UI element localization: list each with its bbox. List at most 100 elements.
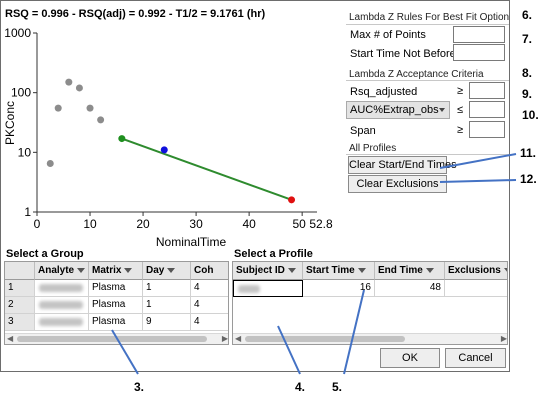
filter-icon[interactable] — [167, 267, 176, 273]
col-header-exclusions[interactable]: Exclusions — [445, 262, 507, 280]
profile-table[interactable]: Subject ID Start Time End Time Exclusion… — [232, 261, 508, 345]
start-time-input[interactable] — [453, 44, 505, 61]
exclusions-cell[interactable] — [445, 280, 507, 297]
data-point[interactable] — [65, 78, 73, 86]
matrix-cell[interactable]: Plasma — [89, 280, 143, 297]
col-header-end-time[interactable]: End Time — [375, 262, 445, 280]
profile-table-hscrollbar[interactable]: ◀ ▶ — [233, 333, 507, 344]
matrix-cell[interactable]: Plasma — [89, 297, 143, 314]
filter-icon[interactable] — [124, 267, 133, 273]
rsq-label: Rsq_adjusted — [350, 86, 418, 98]
end-time-cell[interactable]: 48 — [375, 280, 445, 297]
auc-input[interactable] — [469, 101, 505, 118]
span-label: Span — [350, 125, 376, 137]
group-row-header-corner — [5, 262, 35, 280]
y-tick-label: 1000 — [4, 26, 31, 40]
auc-select-value: AUC%Extrap_obs — [350, 104, 439, 116]
callout-8: 8. — [522, 66, 533, 80]
divider — [346, 24, 509, 25]
day-cell[interactable]: 1 — [143, 280, 191, 297]
callout-7: 7. — [522, 32, 533, 46]
analyte-cell[interactable] — [35, 280, 89, 297]
analyte-cell[interactable] — [35, 297, 89, 314]
redacted-value — [39, 284, 83, 292]
col-header-start-time-label: Start Time — [306, 265, 355, 276]
col-header-day-label: Day — [146, 265, 165, 276]
scroll-left-icon[interactable]: ◀ — [235, 334, 242, 343]
cohort-cell[interactable]: 4 — [191, 314, 228, 331]
callout-3: 3. — [134, 380, 145, 394]
pk-chart[interactable]: 1000 100 10 1 0 10 20 30 40 50 52.8 PKConc Nomina… — [1, 23, 346, 255]
x-tick-label: 10 — [83, 217, 97, 231]
data-point[interactable] — [86, 104, 94, 112]
filter-icon[interactable] — [357, 267, 366, 273]
col-header-cohort[interactable]: Coh — [191, 262, 228, 280]
col-header-matrix-label: Matrix — [92, 265, 122, 276]
x-tick-label: 50 — [292, 217, 306, 231]
ok-button[interactable]: OK — [380, 348, 440, 368]
data-point[interactable] — [160, 146, 168, 154]
col-header-subject-id[interactable]: Subject ID — [233, 262, 303, 280]
redacted-value — [238, 285, 260, 293]
filter-icon[interactable] — [425, 267, 434, 273]
data-point[interactable] — [97, 116, 105, 124]
clear-start-end-times-button[interactable]: Clear Start/End Times — [348, 156, 457, 174]
cancel-button[interactable]: Cancel — [445, 348, 506, 368]
col-header-start-time[interactable]: Start Time — [303, 262, 375, 280]
col-header-end-time-label: End Time — [378, 265, 423, 276]
rsq-input[interactable] — [469, 82, 505, 99]
data-point[interactable] — [54, 104, 62, 112]
callout-line-4 — [277, 325, 301, 375]
y-tick-label: 100 — [11, 86, 31, 100]
day-cell[interactable]: 9 — [143, 314, 191, 331]
scroll-left-icon[interactable]: ◀ — [7, 334, 14, 343]
cohort-cell[interactable]: 4 — [191, 280, 228, 297]
data-point[interactable] — [75, 84, 83, 92]
callout-line-5 — [343, 289, 365, 375]
matrix-cell[interactable]: Plasma — [89, 314, 143, 331]
redacted-value — [39, 318, 83, 326]
callout-11: 11. — [520, 146, 537, 160]
col-header-matrix[interactable]: Matrix — [89, 262, 143, 280]
callout-10: 10. — [522, 108, 539, 122]
auc-criteria-select[interactable]: AUC%Extrap_obs — [346, 101, 450, 119]
scroll-right-icon[interactable]: ▶ — [221, 334, 228, 343]
row-number[interactable]: 1 — [5, 280, 35, 297]
select-group-label: Select a Group — [6, 248, 84, 260]
col-header-cohort-label: Coh — [194, 265, 214, 276]
x-axis-label: NominalTime — [156, 235, 227, 249]
clear-exclusions-button[interactable]: Clear Exclusions — [348, 175, 447, 193]
nca-dialog: RSQ = 0.996 - RSQ(adj) = 0.992 - T1/2 = … — [0, 0, 510, 372]
day-cell[interactable]: 1 — [143, 297, 191, 314]
col-header-day[interactable]: Day — [143, 262, 191, 280]
col-header-analyte[interactable]: Analyte — [35, 262, 89, 280]
callout-6: 6. — [522, 8, 533, 22]
start-time-cell[interactable]: 16 — [303, 280, 375, 297]
row-number[interactable]: 2 — [5, 297, 35, 314]
data-point[interactable] — [46, 159, 54, 167]
scroll-right-icon[interactable]: ▶ — [500, 334, 507, 343]
col-header-analyte-label: Analyte — [38, 265, 75, 276]
filter-icon[interactable] — [503, 267, 507, 273]
auc-operator: ≤ — [457, 104, 464, 116]
y-axis-label: PKConc — [3, 101, 17, 145]
select-profile-label: Select a Profile — [234, 248, 313, 260]
filter-icon[interactable] — [77, 267, 86, 273]
span-input[interactable] — [469, 121, 505, 138]
plot-title: RSQ = 0.996 - RSQ(adj) = 0.992 - T1/2 = … — [5, 8, 266, 20]
callout-5: 5. — [332, 380, 343, 394]
subject-id-cell[interactable] — [233, 280, 303, 297]
data-point[interactable] — [118, 135, 126, 143]
data-point[interactable] — [288, 196, 296, 204]
scroll-thumb[interactable] — [17, 336, 207, 342]
filter-icon[interactable] — [287, 267, 296, 273]
row-number[interactable]: 3 — [5, 314, 35, 331]
divider — [346, 154, 509, 155]
redacted-value — [39, 301, 83, 309]
scroll-thumb[interactable] — [245, 336, 405, 342]
cohort-cell[interactable]: 4 — [191, 297, 228, 314]
analyte-cell[interactable] — [35, 314, 89, 331]
y-tick-label: 10 — [18, 145, 32, 159]
max-points-input[interactable] — [453, 26, 505, 43]
